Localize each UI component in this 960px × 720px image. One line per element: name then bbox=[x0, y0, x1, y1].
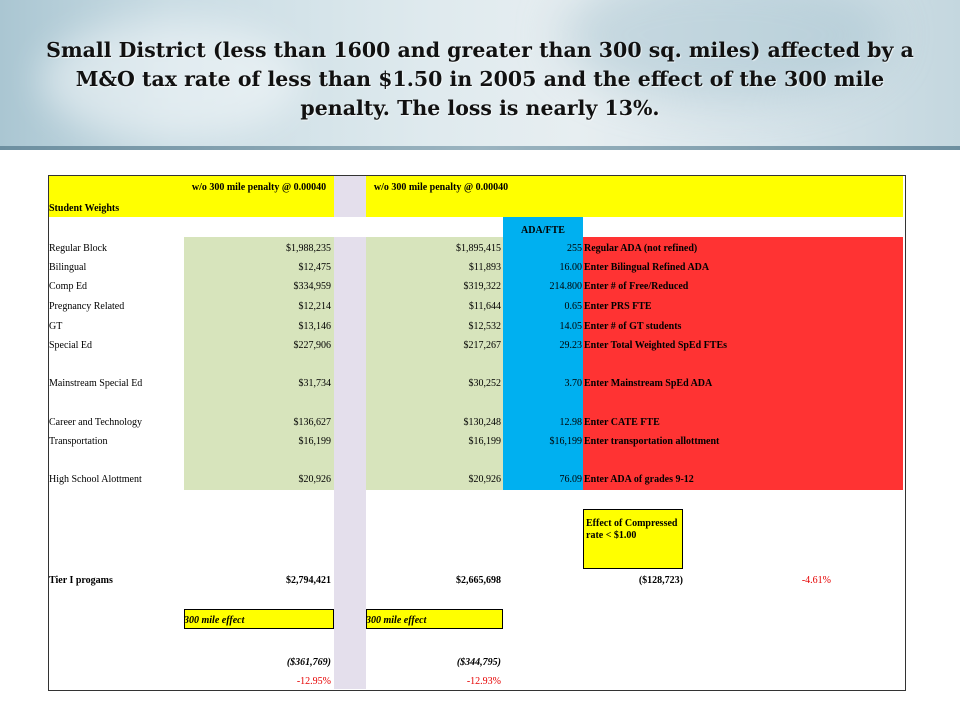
row-label: Pregnancy Related bbox=[49, 301, 125, 312]
ada-fte-header: ADA/FTE bbox=[521, 225, 565, 236]
row-input-note: Enter Mainstream SpEd ADA bbox=[584, 378, 713, 389]
mile-effect-box-col1 bbox=[184, 609, 334, 629]
row-value-col2: $130,248 bbox=[463, 417, 502, 428]
row-input-note: Enter PRS FTE bbox=[584, 301, 652, 312]
mile-effect-percent-col1: -12.95% bbox=[296, 676, 331, 687]
header-band bbox=[49, 176, 903, 217]
tier-value-col1: $2,794,421 bbox=[286, 575, 331, 586]
row-ada: 0.65 bbox=[564, 301, 583, 312]
row-value-col1: $20,926 bbox=[298, 474, 332, 485]
row-input-note: Enter ADA of grades 9-12 bbox=[584, 474, 694, 485]
row-ada: 76.09 bbox=[559, 474, 583, 485]
header-separator bbox=[334, 176, 366, 217]
mile-effect-label-col2: 300 mile effect bbox=[366, 615, 427, 626]
row-ada: 3.70 bbox=[564, 378, 583, 389]
title-banner bbox=[0, 0, 960, 150]
row-value-col1: $13,146 bbox=[298, 321, 332, 332]
row-value-col1: $227,906 bbox=[293, 340, 332, 351]
mile-effect-value-col1: ($361,769) bbox=[286, 657, 331, 668]
row-input-note: Enter CATE FTE bbox=[584, 417, 660, 428]
banner-decoration bbox=[40, 20, 300, 140]
banner-decoration bbox=[560, 0, 890, 100]
row-value-col1: $31,734 bbox=[298, 378, 332, 389]
row-input-note: Enter # of GT students bbox=[584, 321, 682, 332]
row-label: GT bbox=[49, 321, 63, 332]
row-label: Transportation bbox=[49, 436, 108, 447]
row-value-col1: $12,475 bbox=[298, 262, 332, 273]
row-ada: 16.00 bbox=[559, 262, 583, 273]
tier-label: Tier I progams bbox=[49, 575, 113, 586]
row-value-col2: $11,893 bbox=[468, 262, 501, 273]
col2-header: w/o 300 mile penalty @ 0.00040 bbox=[373, 182, 509, 193]
row-ada: 214.800 bbox=[549, 281, 583, 292]
row-value-col1: $12,214 bbox=[298, 301, 332, 312]
mile-effect-box-col2 bbox=[366, 609, 503, 629]
row-value-col1: $1,988,235 bbox=[286, 243, 331, 254]
mile-effect-percent-col2: -12.93% bbox=[466, 676, 501, 687]
ada-fill bbox=[503, 237, 583, 490]
row-input-note: Enter transportation allottment bbox=[584, 436, 720, 447]
row-ada: 29.23 bbox=[559, 340, 583, 351]
tier-percent-change: -4.61% bbox=[801, 575, 831, 586]
row-value-col1: $334,959 bbox=[293, 281, 332, 292]
col1-header: w/o 300 mile penalty @ 0.00040 bbox=[191, 182, 327, 193]
slide-title: Small District (less than 1600 and great… bbox=[46, 38, 914, 120]
row-label: Mainstream Special Ed bbox=[49, 378, 143, 389]
row-label: Bilingual bbox=[49, 262, 87, 273]
tier-value-col2: $2,665,698 bbox=[456, 575, 501, 586]
row-label: High School Alottment bbox=[49, 474, 142, 485]
row-value-col2: $30,252 bbox=[468, 378, 502, 389]
row-label: Regular Block bbox=[49, 243, 108, 254]
row-input-note: Regular ADA (not refined) bbox=[584, 243, 698, 254]
row-input-note: Enter Total Weighted SpEd FTEs bbox=[584, 340, 728, 351]
ada-header-cell bbox=[503, 217, 583, 237]
row-value-col2: $1,895,415 bbox=[456, 243, 501, 254]
row-input-note: Enter Bilingual Refined ADA bbox=[584, 262, 710, 273]
row-ada: $16,199 bbox=[549, 436, 583, 447]
row-value-col2: $16,199 bbox=[468, 436, 502, 447]
mile-effect-value-col2: ($344,795) bbox=[456, 657, 501, 668]
col2-fill bbox=[366, 237, 503, 490]
banner-divider bbox=[0, 146, 960, 150]
row-ada: 14.05 bbox=[559, 321, 583, 332]
row-label: Comp Ed bbox=[49, 281, 88, 292]
separator-column bbox=[334, 237, 366, 689]
tier-difference: ($128,723) bbox=[638, 575, 683, 586]
row-label: Special Ed bbox=[49, 340, 93, 351]
input-notes-fill bbox=[583, 237, 903, 490]
col1-fill bbox=[184, 237, 334, 490]
spreadsheet: Student Weights w/o 300 mile penalty @ 0… bbox=[48, 175, 906, 691]
row-ada: 255 bbox=[567, 243, 582, 254]
row-input-note: Enter # of Free/Reduced bbox=[584, 281, 689, 292]
row-label: Career and Technology bbox=[49, 417, 142, 428]
row-value-col2: $12,532 bbox=[468, 321, 502, 332]
row-value-col2: $11,644 bbox=[468, 301, 501, 312]
row-value-col1: $16,199 bbox=[298, 436, 332, 447]
row-value-col2: $319,322 bbox=[463, 281, 502, 292]
mile-effect-label-col1: 300 mile effect bbox=[184, 615, 245, 626]
row-value-col2: $217,267 bbox=[463, 340, 502, 351]
row-value-col2: $20,926 bbox=[468, 474, 502, 485]
row-value-col1: $136,627 bbox=[293, 417, 332, 428]
row-ada: 12.98 bbox=[559, 417, 583, 428]
student-weights-header: Student Weights bbox=[49, 203, 120, 214]
effect-compressed-rate-box: Effect of Compressed rate < $1.00 bbox=[583, 509, 683, 569]
